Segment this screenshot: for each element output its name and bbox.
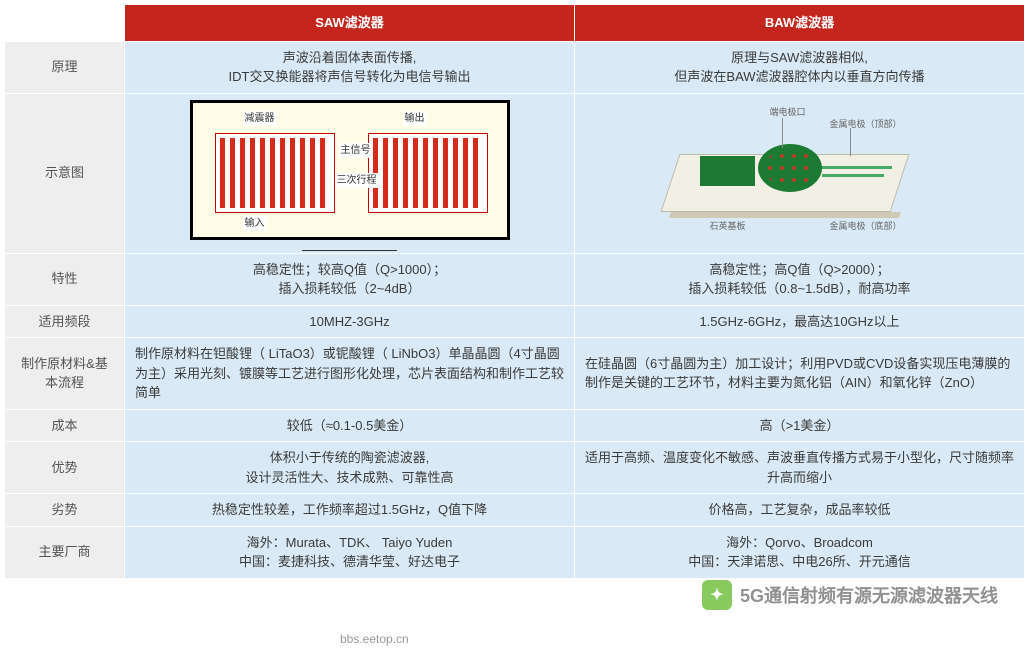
row-cost: 成本 较低（≈0.1-0.5美金） 高（>1美金） (5, 409, 1025, 442)
saw-vend-l2: 中国：麦捷科技、德清华莹、好达电子 (239, 554, 460, 569)
row-characteristic: 特性 高稳定性；较高Q值（Q>1000）； 插入损耗较低（2~4dB） 高稳定性… (5, 253, 1025, 305)
saw-principle-l1: 声波沿着固体表面传播, (283, 50, 417, 65)
baw-vendors: 海外：Qorvo、Broadcom 中国：天津诺思、中电26所、开元通信 (575, 526, 1025, 578)
saw-idt-right-icon (368, 133, 488, 213)
saw-advantage: 体积小于传统的陶瓷滤波器, 设计灵活性大、技术成熟、可靠性高 (125, 442, 575, 494)
baw-characteristic: 高稳定性；高Q值（Q>2000）； 插入损耗较低（0.8~1.5dB），耐高功率 (575, 253, 1025, 305)
saw-char-l1: 高稳定性；较高Q值（Q>1000）； (253, 262, 446, 277)
row-schematic: 示意图 减震器 输出 主信号 三次行程 输入 (5, 93, 1025, 253)
saw-lbl-tl: 减震器 (243, 111, 277, 126)
saw-vend-l1: 海外：Murata、TDK、 Taiyo Yuden (247, 535, 453, 550)
label-schematic: 示意图 (5, 93, 125, 253)
saw-adv-l2: 设计灵活性大、技术成熟、可靠性高 (245, 470, 453, 485)
saw-char-l2: 插入损耗较低（2~4dB） (279, 281, 421, 296)
baw-figure: 端电极口 金属电极（顶部） 石英基板 金属电极（底部） (650, 100, 950, 240)
label-freq: 适用频段 (5, 305, 125, 338)
baw-n4: 金属电极（底部） (830, 220, 902, 234)
baw-schematic: 端电极口 金属电极（顶部） 石英基板 金属电极（底部） (575, 93, 1025, 253)
watermark-text: 5G通信射频有源无源滤波器天线 (740, 582, 998, 608)
row-vendors: 主要厂商 海外：Murata、TDK、 Taiyo Yuden 中国：麦捷科技、… (5, 526, 1025, 578)
header-row: SAW滤波器 BAW滤波器 (5, 5, 1025, 42)
baw-substrate-edge-icon (669, 212, 901, 218)
baw-principle: 原理与SAW滤波器相似, 但声波在BAW滤波器腔体内以垂直方向传播 (575, 41, 1025, 93)
saw-vendors: 海外：Murata、TDK、 Taiyo Yuden 中国：麦捷科技、德清华莹、… (125, 526, 575, 578)
saw-lbl-mid2: 三次行程 (335, 173, 379, 188)
comparison-table: SAW滤波器 BAW滤波器 原理 声波沿着固体表面传播, IDT交叉换能器将声信… (4, 4, 1025, 579)
header-saw: SAW滤波器 (125, 5, 575, 42)
label-advantage: 优势 (5, 442, 125, 494)
baw-principle-l1: 原理与SAW滤波器相似, (731, 50, 868, 65)
saw-schematic: 减震器 输出 主信号 三次行程 输入 (125, 93, 575, 253)
saw-principle: 声波沿着固体表面传播, IDT交叉换能器将声信号转化为电信号输出 (125, 41, 575, 93)
baw-leader2-icon (850, 128, 851, 156)
baw-advantage: 适用于高频、温度变化不敏感、声波垂直传播方式易于小型化，尺寸随频率升高而缩小 (575, 442, 1025, 494)
baw-char-l1: 高稳定性；高Q值（Q>2000）； (709, 262, 889, 277)
baw-trace1-icon (822, 166, 892, 169)
label-disadv: 劣势 (5, 494, 125, 527)
baw-cost: 高（>1美金） (575, 409, 1025, 442)
saw-figure: 减震器 输出 主信号 三次行程 输入 (190, 100, 510, 240)
baw-vend-l1: 海外：Qorvo、Broadcom (726, 535, 873, 550)
baw-pad-icon (700, 156, 755, 186)
saw-disadv: 热稳定性较差，工作频率超过1.5GHz，Q值下降 (125, 494, 575, 527)
baw-n2: 金属电极（顶部） (830, 118, 902, 132)
wechat-watermark: ✦ 5G通信射频有源无源滤波器天线 (702, 580, 998, 610)
baw-disadv: 价格高，工艺复杂，成品率较低 (575, 494, 1025, 527)
baw-n1: 端电极口 (770, 106, 806, 120)
wechat-icon: ✦ (702, 580, 732, 610)
baw-disc-icon (758, 144, 822, 192)
saw-lbl-tr: 输出 (403, 111, 427, 126)
saw-lbl-mid: 主信号 (339, 143, 373, 158)
row-principle: 原理 声波沿着固体表面传播, IDT交叉换能器将声信号转化为电信号输出 原理与S… (5, 41, 1025, 93)
baw-trace2-icon (822, 174, 884, 177)
label-principle: 原理 (5, 41, 125, 93)
baw-n3: 石英基板 (710, 220, 746, 234)
header-baw: BAW滤波器 (575, 5, 1025, 42)
row-disadvantage: 劣势 热稳定性较差，工作频率超过1.5GHz，Q值下降 价格高，工艺复杂，成品率… (5, 494, 1025, 527)
header-corner (5, 5, 125, 42)
baw-principle-l2: 但声波在BAW滤波器腔体内以垂直方向传播 (674, 69, 924, 84)
saw-characteristic: 高稳定性；较高Q值（Q>1000）； 插入损耗较低（2~4dB） (125, 253, 575, 305)
label-vendors: 主要厂商 (5, 526, 125, 578)
row-advantage: 优势 体积小于传统的陶瓷滤波器, 设计灵活性大、技术成熟、可靠性高 适用于高频、… (5, 442, 1025, 494)
row-process: 制作原材料&基本流程 制作原材料在钽酸锂（ LiTaO3）或铌酸锂（ LiNbO… (5, 338, 1025, 410)
baw-process: 在硅晶圆（6寸晶圆为主）加工设计；利用PVD或CVD设备实现压电薄膜的制作是关键… (575, 338, 1025, 410)
saw-cost: 较低（≈0.1-0.5美金） (125, 409, 575, 442)
saw-adv-l1: 体积小于传统的陶瓷滤波器, (270, 450, 430, 465)
label-cost: 成本 (5, 409, 125, 442)
label-characteristic: 特性 (5, 253, 125, 305)
baw-vend-l2: 中国：天津诺思、中电26所、开元通信 (688, 554, 910, 569)
saw-principle-l2: IDT交叉换能器将声信号转化为电信号输出 (229, 69, 471, 84)
baw-leader1-icon (782, 118, 783, 148)
saw-idt-left-icon (215, 133, 335, 213)
saw-lbl-b: 输入 (243, 216, 267, 231)
label-process: 制作原材料&基本流程 (5, 338, 125, 410)
saw-process: 制作原材料在钽酸锂（ LiTaO3）或铌酸锂（ LiNbO3）单晶晶圆（4寸晶圆… (125, 338, 575, 410)
row-freq: 适用频段 10MHZ-3GHz 1.5GHz-6GHz，最高达10GHz以上 (5, 305, 1025, 338)
baw-char-l2: 插入损耗较低（0.8~1.5dB），耐高功率 (688, 281, 910, 296)
saw-freq: 10MHZ-3GHz (125, 305, 575, 338)
baw-freq: 1.5GHz-6GHz，最高达10GHz以上 (575, 305, 1025, 338)
